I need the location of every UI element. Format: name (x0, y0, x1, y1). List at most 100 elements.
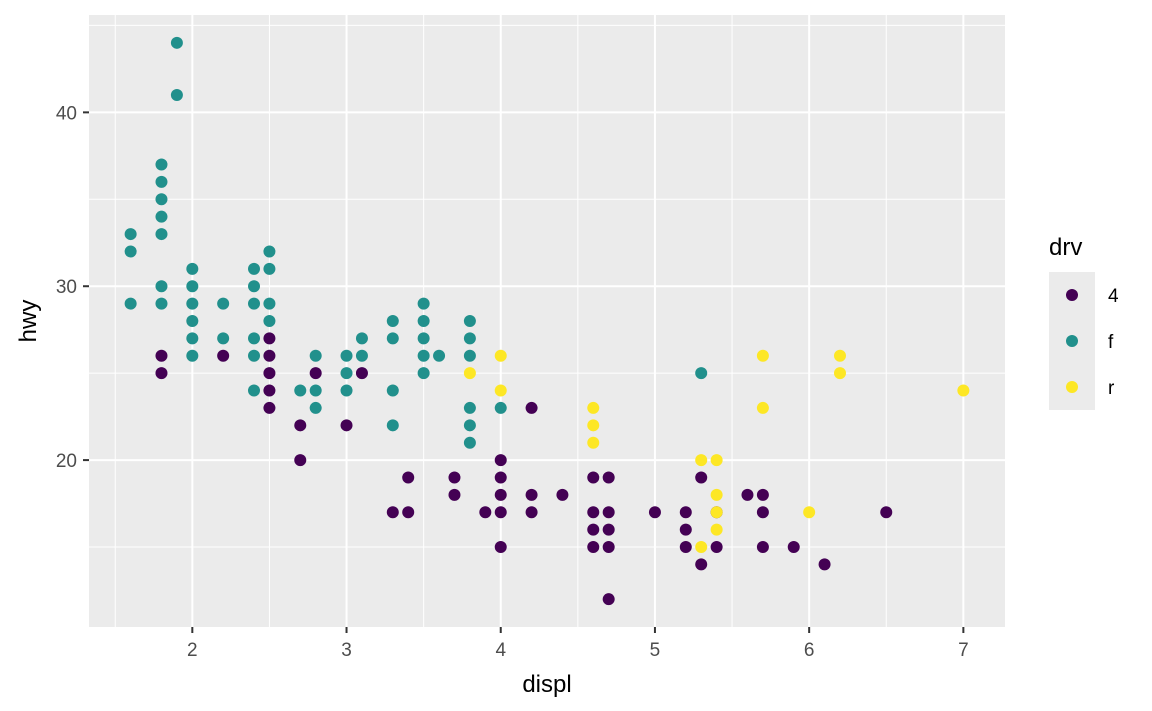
data-point-f (294, 384, 307, 397)
data-point-f (309, 349, 322, 362)
data-point-f (417, 332, 430, 345)
data-point-4 (880, 506, 893, 519)
y-axis-title: hwy (15, 300, 42, 343)
x-tick-label: 4 (495, 640, 506, 661)
data-point-4 (525, 401, 538, 414)
data-point-f (263, 245, 276, 258)
data-point-r (463, 367, 476, 380)
data-point-r (710, 488, 723, 501)
data-point-r (756, 349, 769, 362)
data-point-f (124, 297, 137, 310)
data-point-r (833, 367, 846, 380)
data-point-r (756, 401, 769, 414)
legend-entries: 4 f r (1066, 286, 1119, 399)
data-point-r (695, 541, 708, 554)
data-point-4 (679, 523, 692, 536)
data-point-4 (217, 349, 230, 362)
data-point-f (155, 297, 168, 310)
data-point-4 (263, 384, 276, 397)
data-point-r (710, 454, 723, 467)
data-point-f (217, 332, 230, 345)
data-point-f (355, 349, 368, 362)
data-point-f (155, 158, 168, 171)
data-point-f (463, 436, 476, 449)
data-point-4 (556, 488, 569, 501)
data-point-r (494, 384, 507, 397)
data-point-r (587, 419, 600, 432)
legend-title: drv (1049, 234, 1082, 261)
data-point-4 (448, 488, 461, 501)
data-point-4 (756, 506, 769, 519)
data-point-r (833, 349, 846, 362)
data-point-f (155, 175, 168, 188)
data-point-4 (402, 471, 415, 484)
data-point-f (417, 315, 430, 327)
data-point-4 (155, 367, 168, 380)
plot-panel (89, 15, 1005, 627)
data-point-f (386, 315, 399, 327)
data-point-4 (479, 506, 492, 519)
data-point-r (957, 384, 970, 397)
minor-gridlines (89, 15, 1005, 627)
data-point-f (463, 332, 476, 345)
data-point-4 (710, 541, 723, 554)
data-point-4 (309, 367, 322, 380)
data-point-4 (294, 419, 307, 432)
x-tick-label: 6 (804, 640, 815, 661)
data-point-4 (340, 419, 353, 432)
data-point-f (186, 332, 199, 345)
data-point-f (124, 245, 137, 258)
data-point-f (248, 262, 261, 275)
legend-label-f: f (1108, 332, 1114, 353)
data-point-4 (602, 471, 615, 484)
data-point-4 (587, 523, 600, 536)
data-point-f (217, 297, 230, 310)
data-point-f (309, 384, 322, 397)
data-point-f (463, 349, 476, 362)
data-point-4 (587, 506, 600, 519)
data-point-f (248, 349, 261, 362)
legend: drv 4 f r (1049, 234, 1119, 410)
y-axis: 20 30 40 (56, 103, 89, 472)
data-point-4 (587, 541, 600, 554)
data-point-4 (818, 558, 831, 571)
data-point-4 (525, 506, 538, 519)
data-point-f (463, 401, 476, 414)
data-point-4 (263, 401, 276, 414)
data-point-r (710, 523, 723, 536)
data-point-4 (695, 558, 708, 571)
data-points (124, 36, 970, 606)
data-point-4 (525, 488, 538, 501)
data-point-4 (355, 367, 368, 380)
data-point-r (587, 401, 600, 414)
x-tick-label: 3 (341, 640, 352, 661)
data-point-f (186, 297, 199, 310)
data-point-4 (494, 454, 507, 467)
data-point-f (463, 419, 476, 432)
data-point-f (417, 367, 430, 380)
data-point-f (433, 349, 446, 362)
data-point-4 (494, 506, 507, 519)
data-point-f (124, 228, 137, 241)
data-point-4 (155, 349, 168, 362)
data-point-4 (494, 488, 507, 501)
data-point-4 (386, 506, 399, 519)
x-axis-title: displ (522, 671, 571, 698)
legend-key-4 (1066, 289, 1078, 301)
data-point-r (587, 436, 600, 449)
data-point-f (309, 401, 322, 414)
data-point-4 (587, 471, 600, 484)
data-point-f (417, 297, 430, 310)
data-point-4 (602, 593, 615, 606)
data-point-f (340, 367, 353, 380)
major-gridlines (89, 15, 1005, 627)
y-tick-label: 30 (56, 277, 77, 298)
data-point-f (340, 349, 353, 362)
legend-label-4: 4 (1108, 286, 1119, 307)
data-point-r (710, 506, 723, 519)
data-point-f (186, 315, 199, 327)
data-point-f (417, 349, 430, 362)
data-point-f (386, 419, 399, 432)
data-point-f (494, 401, 507, 414)
